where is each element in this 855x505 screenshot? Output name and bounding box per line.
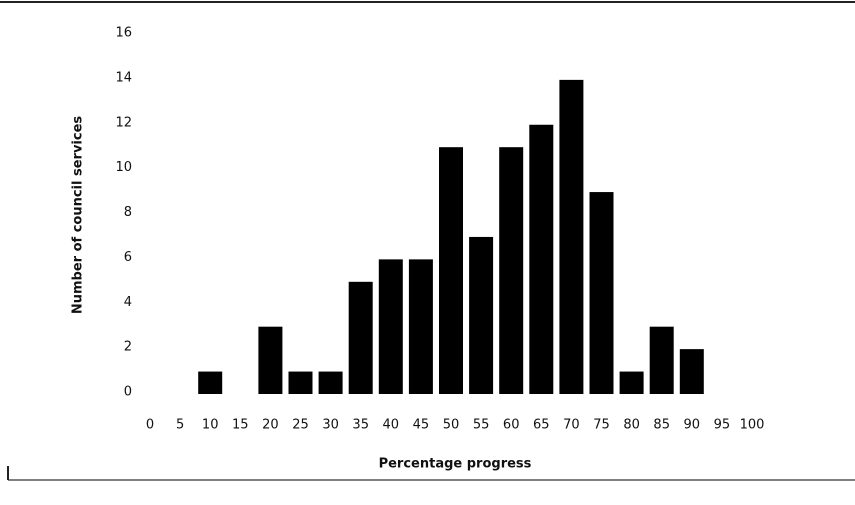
- x-tick-label: 95: [714, 418, 731, 433]
- bar: [439, 147, 463, 394]
- bar: [589, 192, 614, 394]
- x-tick-label: 85: [653, 418, 670, 433]
- x-tick-label: 25: [292, 418, 309, 433]
- x-axis-title: Percentage progress: [379, 457, 532, 472]
- y-axis-title: Number of council services: [71, 116, 86, 315]
- x-tick-label: 20: [262, 418, 279, 433]
- bar: [649, 326, 674, 394]
- x-tick-label: 10: [202, 418, 219, 433]
- y-tick-label: 8: [124, 205, 132, 220]
- y-tick-label: 16: [115, 26, 132, 41]
- y-tick-label: 0: [124, 385, 132, 400]
- x-tick-label: 30: [322, 418, 339, 433]
- x-tick-label: 100: [740, 418, 765, 433]
- bar: [619, 371, 644, 394]
- x-tick-label: 5: [176, 418, 184, 433]
- bar: [318, 371, 343, 394]
- bar: [408, 259, 433, 394]
- y-tick-label: 12: [115, 115, 132, 130]
- bar: [469, 236, 494, 394]
- bar: [679, 349, 704, 394]
- bar: [198, 371, 223, 394]
- bar: [258, 326, 283, 394]
- x-tick-label: 40: [383, 418, 400, 433]
- y-tick-label: 6: [124, 250, 132, 265]
- bar: [499, 147, 524, 394]
- x-tick-label: 60: [503, 418, 520, 433]
- x-tick-label: 15: [232, 418, 249, 433]
- y-tick-label: 14: [115, 70, 132, 85]
- y-tick-label: 10: [115, 160, 132, 175]
- bar: [529, 124, 554, 394]
- bar: [378, 259, 403, 394]
- x-tick-label: 90: [684, 418, 701, 433]
- x-tick-label: 80: [623, 418, 640, 433]
- x-tick-label: 55: [473, 418, 490, 433]
- x-tick-label: 75: [593, 418, 610, 433]
- x-tick-label: 50: [443, 418, 460, 433]
- x-tick-label: 45: [413, 418, 430, 433]
- x-tick-label: 0: [146, 418, 154, 433]
- bar: [288, 371, 313, 394]
- y-tick-label: 2: [124, 340, 132, 355]
- x-tick-label: 65: [533, 418, 550, 433]
- x-tick-label: 35: [352, 418, 369, 433]
- bar: [348, 281, 373, 394]
- x-tick-label: 70: [563, 418, 580, 433]
- y-tick-label: 4: [124, 295, 132, 310]
- bar: [559, 79, 584, 394]
